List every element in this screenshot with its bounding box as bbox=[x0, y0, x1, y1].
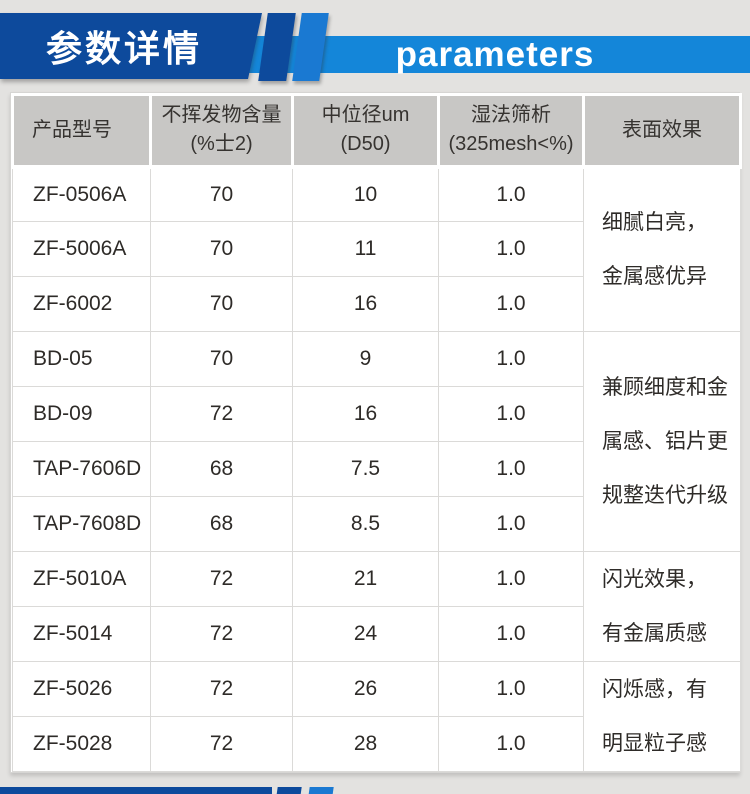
cell-d50: 9 bbox=[292, 331, 439, 387]
bottom-banner-stripe-navy bbox=[276, 787, 302, 794]
banner-dark-bar bbox=[0, 13, 262, 79]
cell-d50: 24 bbox=[292, 606, 439, 662]
cell-effect-group-3: 闪光效果， 有金属质感 bbox=[583, 551, 741, 662]
cell-model: TAP-7608D bbox=[12, 496, 151, 552]
table-row: ZF-5026 72 26 1.0 闪烁感，有 明显粒子感 bbox=[12, 661, 741, 772]
cell-wet-sieve: 1.0 bbox=[438, 166, 584, 222]
parameters-table: 产品型号 不挥发物含量 (%士2) 中位径um (D50) 湿法筛析 (325mesh… bbox=[11, 93, 742, 772]
cell-d50: 7.5 bbox=[292, 441, 439, 497]
parameters-table-container: 产品型号 不挥发物含量 (%士2) 中位径um (D50) 湿法筛析 (325mesh… bbox=[10, 92, 742, 773]
table-row: ZF-5010A 72 21 1.0 闪光效果， 有金属质感 bbox=[12, 551, 741, 662]
cell-model: ZF-5028 bbox=[12, 716, 151, 772]
cell-d50: 26 bbox=[292, 661, 439, 717]
cell-effect-group-1: 细腻白亮， 金属感优异 bbox=[583, 166, 741, 332]
cell-wet-sieve: 1.0 bbox=[438, 331, 584, 387]
cell-nonvolatile: 68 bbox=[150, 441, 293, 497]
cell-wet-sieve: 1.0 bbox=[438, 661, 584, 717]
banner-light-bar bbox=[247, 36, 750, 73]
cell-nonvolatile: 72 bbox=[150, 386, 293, 442]
cell-nonvolatile: 70 bbox=[150, 331, 293, 387]
cell-model: TAP-7606D bbox=[12, 441, 151, 497]
table-row: ZF-0506A 70 10 1.0 细腻白亮， 金属感优异 bbox=[12, 166, 741, 332]
bottom-banner-stripe-blue bbox=[308, 787, 334, 794]
cell-wet-sieve: 1.0 bbox=[438, 386, 584, 442]
header-median-diameter: 中位径um (D50) bbox=[291, 93, 440, 169]
cell-nonvolatile: 72 bbox=[150, 606, 293, 662]
table-row: BD-05 70 9 1.0 兼顾细度和金 属感、铝片更 规整迭代升级 bbox=[12, 331, 741, 552]
cell-d50: 28 bbox=[292, 716, 439, 772]
cell-wet-sieve: 1.0 bbox=[438, 441, 584, 497]
bottom-banner-dark-bar bbox=[0, 787, 272, 794]
next-section-banner-sliver bbox=[0, 787, 750, 794]
table-row: ZF-6002 70 16 1.0 bbox=[12, 276, 741, 332]
cell-nonvolatile: 72 bbox=[150, 661, 293, 717]
cell-nonvolatile: 72 bbox=[150, 551, 293, 607]
cell-effect-group-4: 闪烁感，有 明显粒子感 bbox=[583, 661, 741, 772]
header-product-model: 产品型号 bbox=[11, 93, 152, 169]
cell-nonvolatile: 72 bbox=[150, 716, 293, 772]
cell-model: ZF-5006A bbox=[12, 221, 151, 277]
cell-d50: 8.5 bbox=[292, 496, 439, 552]
header-surface-effect: 表面效果 bbox=[582, 93, 742, 169]
cell-wet-sieve: 1.0 bbox=[438, 496, 584, 552]
table-row: ZF-5028 72 28 1.0 bbox=[12, 716, 741, 772]
section-title-en: parameters bbox=[330, 34, 660, 74]
section-title-cn: 参数详情 bbox=[0, 13, 248, 79]
section-title-en-text: parameters bbox=[395, 34, 595, 74]
cell-model: BD-05 bbox=[12, 331, 151, 387]
cell-d50: 21 bbox=[292, 551, 439, 607]
cell-d50: 11 bbox=[292, 221, 439, 277]
table-header-row: 产品型号 不挥发物含量 (%士2) 中位径um (D50) 湿法筛析 (325mesh… bbox=[11, 93, 742, 169]
table-row: TAP-7606D 68 7.5 1.0 bbox=[12, 441, 741, 497]
cell-model: BD-09 bbox=[12, 386, 151, 442]
section-banner: 参数详情 parameters bbox=[0, 13, 750, 85]
cell-d50: 16 bbox=[292, 386, 439, 442]
table-row: ZF-5014 72 24 1.0 bbox=[12, 606, 741, 662]
table-row: ZF-5006A 70 11 1.0 bbox=[12, 221, 741, 277]
cell-wet-sieve: 1.0 bbox=[438, 221, 584, 277]
header-nonvolatile-content: 不挥发物含量 (%士2) bbox=[149, 93, 294, 169]
cell-model: ZF-0506A bbox=[12, 166, 151, 222]
cell-nonvolatile: 70 bbox=[150, 166, 293, 222]
cell-nonvolatile: 70 bbox=[150, 276, 293, 332]
table-row: BD-09 72 16 1.0 bbox=[12, 386, 741, 442]
header-wet-sieve: 湿法筛析 (325mesh<%) bbox=[437, 93, 585, 169]
cell-wet-sieve: 1.0 bbox=[438, 551, 584, 607]
cell-wet-sieve: 1.0 bbox=[438, 606, 584, 662]
cell-model: ZF-5010A bbox=[12, 551, 151, 607]
cell-d50: 16 bbox=[292, 276, 439, 332]
table-row: TAP-7608D 68 8.5 1.0 bbox=[12, 496, 741, 552]
cell-model: ZF-5026 bbox=[12, 661, 151, 717]
section-title-cn-text: 参数详情 bbox=[45, 28, 202, 69]
cell-model: ZF-6002 bbox=[12, 276, 151, 332]
cell-d50: 10 bbox=[292, 166, 439, 222]
cell-wet-sieve: 1.0 bbox=[438, 276, 584, 332]
cell-model: ZF-5014 bbox=[12, 606, 151, 662]
cell-wet-sieve: 1.0 bbox=[438, 716, 584, 772]
cell-effect-group-2: 兼顾细度和金 属感、铝片更 规整迭代升级 bbox=[583, 331, 741, 552]
cell-nonvolatile: 68 bbox=[150, 496, 293, 552]
cell-nonvolatile: 70 bbox=[150, 221, 293, 277]
